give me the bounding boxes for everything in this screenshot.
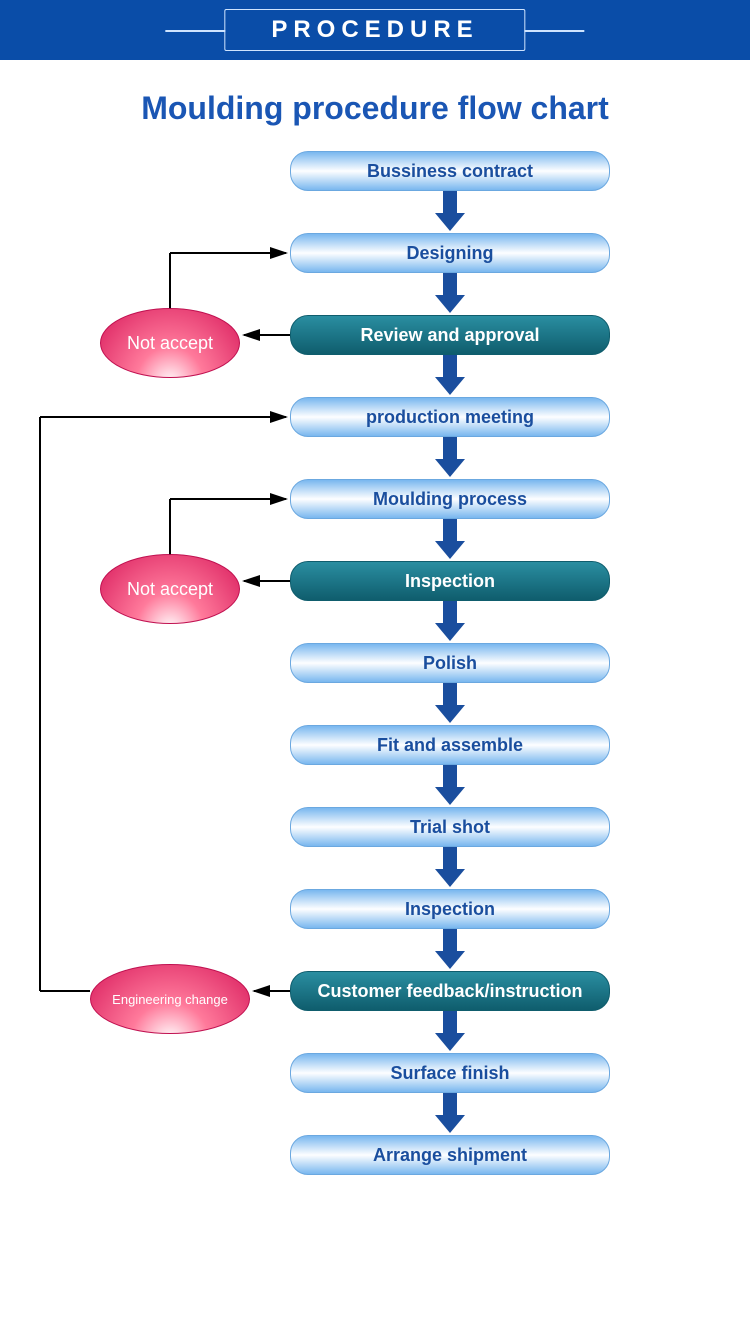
flow-node-n8: Fit and assemble [290,725,610,765]
decision-e1: Not accept [100,308,240,378]
banner: PROCEDURE [0,0,750,62]
flow-node-n13: Arrange shipment [290,1135,610,1175]
flow-node-n12: Surface finish [290,1053,610,1093]
decision-e3: Engineering change [90,964,250,1034]
flow-node-n11: Customer feedback/instruction [290,971,610,1011]
banner-label: PROCEDURE [224,9,525,51]
flowchart: Bussiness contract Designing Review and ap… [0,151,750,1321]
flow-node-n10: Inspection [290,889,610,929]
page-title: Moulding procedure flow chart [0,90,750,127]
flow-node-n1: Bussiness contract [290,151,610,191]
flow-node-n9: Trial shot [290,807,610,847]
flow-node-n5: Moulding process [290,479,610,519]
flow-node-n2: Designing [290,233,610,273]
flow-node-n4: production meeting [290,397,610,437]
decision-e2: Not accept [100,554,240,624]
flow-node-n3: Review and approval [290,315,610,355]
flow-node-n7: Polish [290,643,610,683]
flow-node-n6: Inspection [290,561,610,601]
